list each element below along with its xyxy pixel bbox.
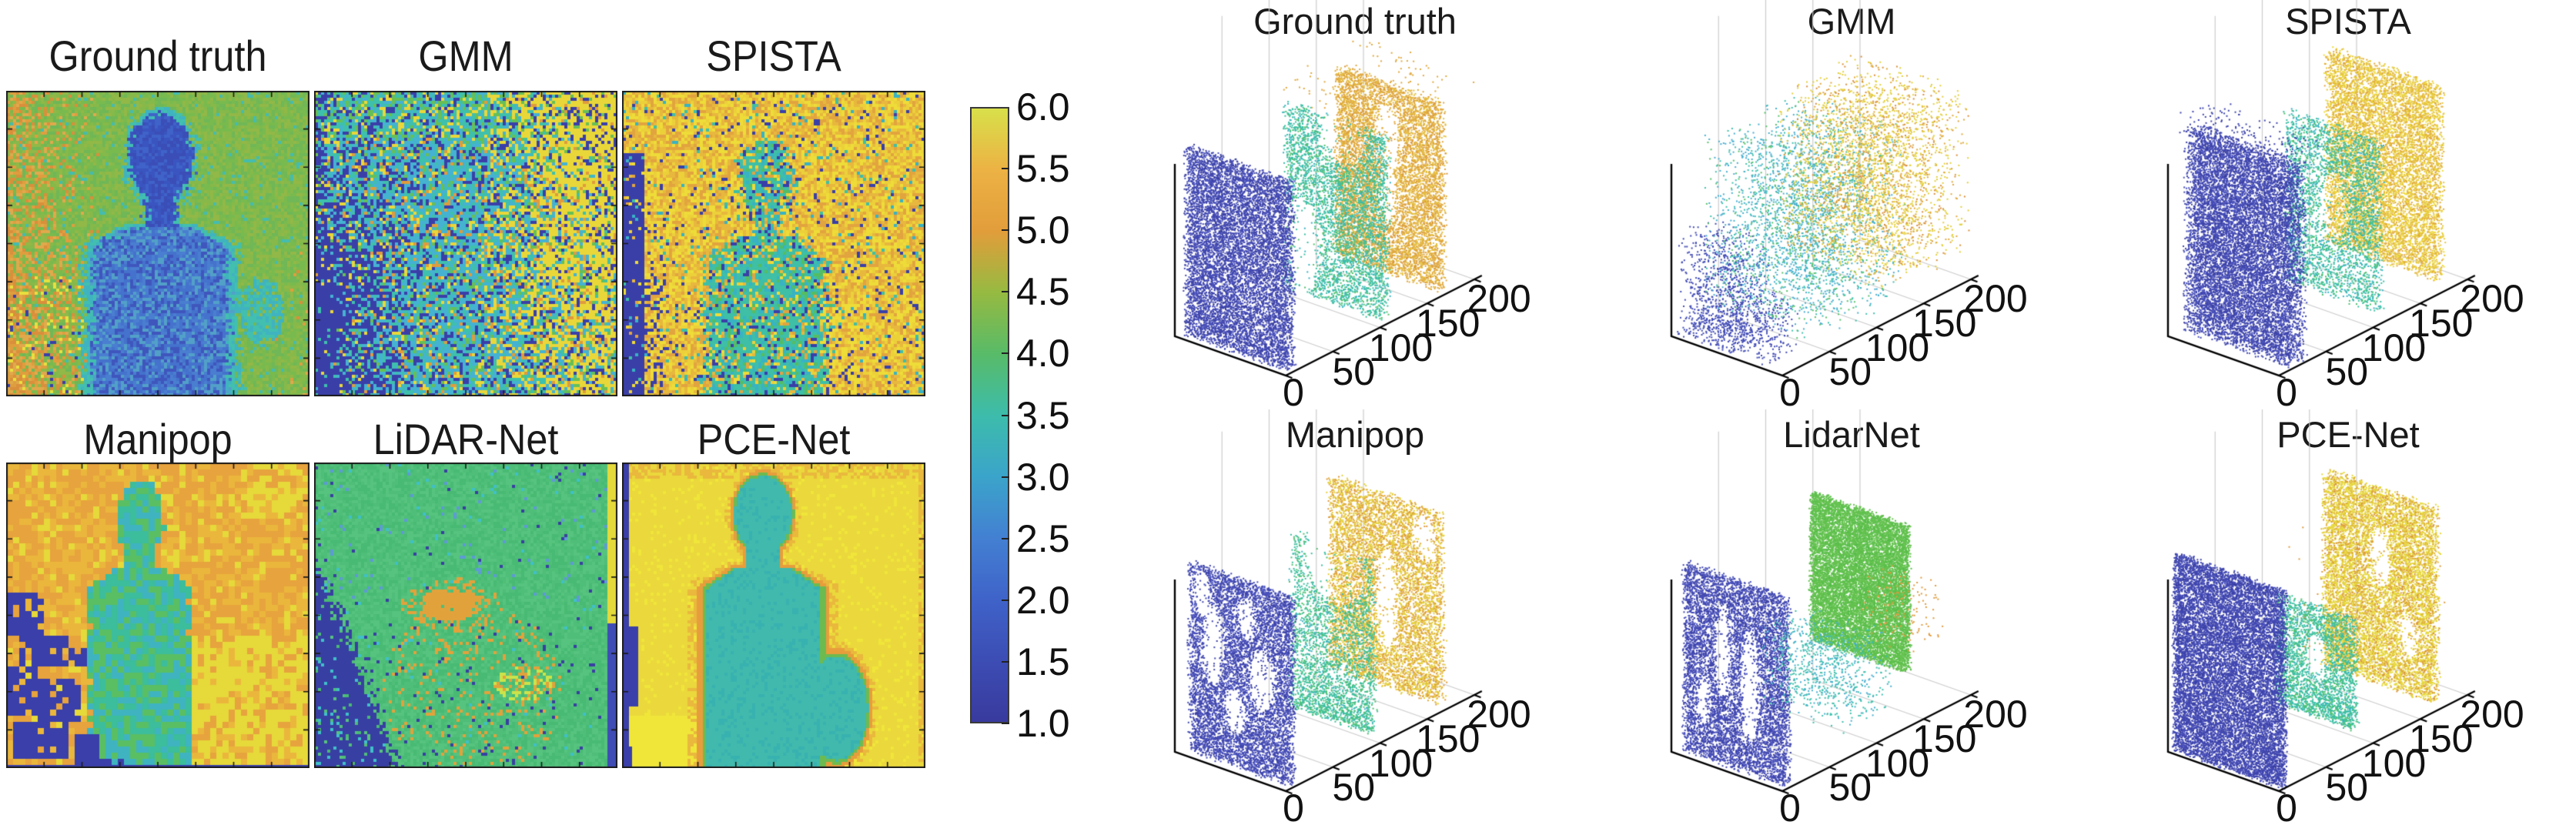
colorbar-tick [1002, 291, 1009, 293]
colorbar-tick-label: 3.5 [1016, 393, 1070, 437]
scatter3d-axis-tick-label: 200 [2460, 277, 2524, 320]
colorbar-tick [1002, 414, 1009, 416]
colorbar-tick-label: 3.0 [1016, 455, 1070, 499]
scatter3d-axis-tick-label: 0 [1283, 787, 1304, 825]
scatter3d-axis-tick-label: 100 [2361, 326, 2427, 369]
colorbar-tick-label: 2.5 [1016, 516, 1070, 560]
scatter3d-axis-tick-label: 50 [1828, 349, 1872, 393]
scatter3d-axis-tick-label: 50 [1332, 765, 1376, 809]
scatter3d-axis-tick-label: 0 [1779, 371, 1801, 414]
colorbar-tick [1002, 723, 1009, 724]
colorbar-tick-label: 6.0 [1016, 85, 1070, 129]
colorbar-tick [1002, 599, 1009, 601]
heatmap-hm-ground-truth [6, 91, 309, 396]
colorbar-tick [1002, 537, 1009, 539]
colorbar-tick-label: 5.0 [1016, 209, 1070, 252]
scatter3d-axis-tick-label: 100 [1368, 326, 1434, 369]
colorbar-tick-label: 4.5 [1016, 270, 1070, 314]
heatmap-hm-pce-net [622, 463, 925, 768]
scatter3d-axis-tick-label: 0 [2276, 787, 2297, 825]
colorbar-tick-label: 2.0 [1016, 578, 1070, 622]
scatter3d-sc-manipop [1132, 409, 1624, 825]
scatter3d-axis-tick-label: 200 [1963, 277, 2028, 320]
colorbar-tick [1002, 476, 1009, 478]
heatmap-hm-gmm [314, 91, 617, 396]
scatter3d-sc-lidarnet [1628, 409, 2121, 825]
heatmap-title: LiDAR-Net [373, 415, 559, 463]
colorbar-tick [1002, 229, 1009, 232]
colorbar-tick-label: 1.0 [1016, 702, 1070, 745]
scatter3d-axis-tick-label: 50 [2325, 349, 2369, 393]
heatmap-title: GMM [418, 32, 514, 80]
scatter3d-sc-gmm [1628, 0, 2121, 416]
heatmap-title: SPISTA [706, 32, 841, 80]
scatter3d-axis-tick-label: 0 [1779, 787, 1801, 825]
scatter3d-axis-tick-label: 200 [1467, 277, 1531, 320]
scatter3d-axis-tick-label: 50 [2325, 765, 2369, 809]
heatmap-hm-manipop [6, 463, 309, 768]
scatter3d-axis-tick-label: 150 [1912, 302, 1977, 346]
heatmap-title: PCE-Net [697, 415, 851, 463]
scatter3d-axis-tick-label: 0 [1283, 371, 1304, 414]
heatmap-title: Manipop [83, 415, 233, 463]
scatter3d-sc-spista [2125, 0, 2576, 416]
scatter3d-sc-pce-net [2125, 409, 2576, 825]
scatter3d-axis-tick-label: 200 [1963, 693, 2028, 736]
scatter3d-axis-tick-label: 200 [1467, 693, 1531, 736]
scatter3d-sc-ground-truth [1132, 0, 1624, 416]
scatter3d-axis-tick-label: 150 [1912, 717, 1977, 761]
scatter3d-axis-tick-label: 100 [1368, 741, 1434, 785]
colorbar-tick-label: 1.5 [1016, 640, 1070, 683]
scatter3d-axis-tick-label: 150 [1416, 302, 1480, 346]
heatmap-hm-lidar-net [314, 463, 617, 768]
scatter3d-axis-tick-label: 50 [1828, 765, 1872, 809]
scatter3d-axis-tick-label: 150 [2409, 717, 2474, 761]
heatmap-title: Ground truth [49, 32, 267, 80]
scatter3d-axis-tick-label: 0 [2276, 371, 2297, 414]
scatter3d-axis-tick-label: 200 [2460, 693, 2524, 736]
colorbar-tick [1002, 352, 1009, 355]
heatmap-hm-spista [622, 91, 925, 396]
scatter3d-axis-tick-label: 100 [2361, 741, 2427, 785]
scatter3d-axis-tick-label: 150 [2409, 302, 2474, 346]
scatter3d-axis-tick-label: 100 [1865, 326, 1930, 369]
colorbar-tick [1002, 168, 1009, 170]
colorbar-tick-label: 5.5 [1016, 147, 1070, 191]
scatter3d-axis-tick-label: 150 [1416, 717, 1480, 761]
scatter3d-axis-tick-label: 50 [1332, 349, 1376, 393]
colorbar-tick-label: 4.0 [1016, 332, 1070, 376]
scatter3d-axis-tick-label: 100 [1865, 741, 1930, 785]
colorbar-tick [1002, 660, 1009, 663]
